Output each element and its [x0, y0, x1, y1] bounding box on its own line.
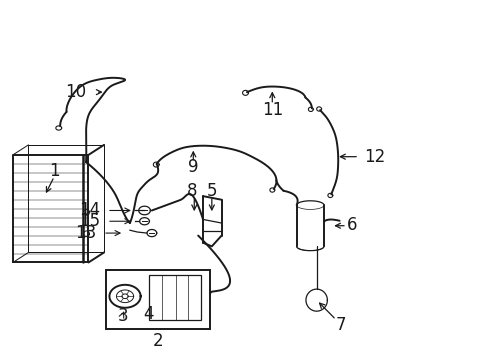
- Bar: [149, 275, 200, 320]
- Text: 11: 11: [261, 101, 283, 119]
- Text: 10: 10: [65, 83, 86, 101]
- Text: 8: 8: [187, 182, 197, 200]
- Text: 15: 15: [80, 212, 101, 230]
- Text: 9: 9: [188, 158, 198, 176]
- Text: 2: 2: [152, 332, 163, 350]
- Text: 1: 1: [49, 162, 60, 180]
- Text: 4: 4: [143, 305, 153, 323]
- Text: 14: 14: [80, 202, 101, 220]
- Text: 13: 13: [75, 224, 97, 242]
- Text: 6: 6: [346, 216, 356, 234]
- Bar: [105, 270, 210, 329]
- Text: 5: 5: [206, 182, 217, 200]
- Text: 3: 3: [117, 307, 128, 325]
- Text: 7: 7: [335, 315, 346, 333]
- Text: 12: 12: [363, 148, 385, 166]
